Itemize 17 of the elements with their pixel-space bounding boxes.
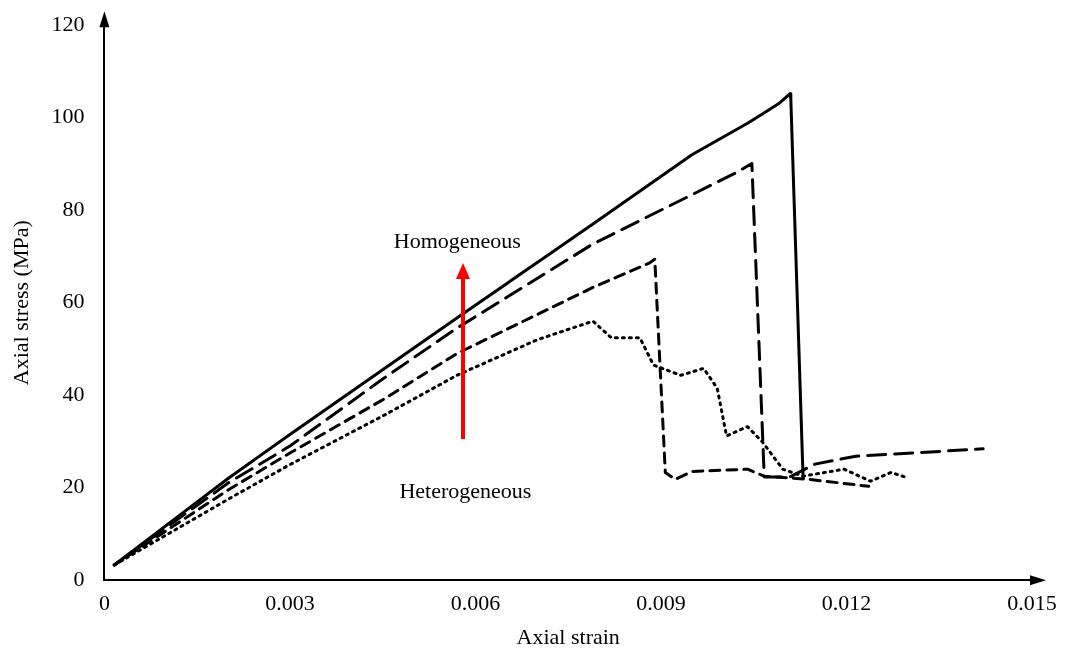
y-tick-label: 100	[51, 103, 85, 129]
annotation: Heterogeneous	[399, 477, 532, 504]
y-tick-label: 0	[73, 565, 85, 591]
x-tick-label: 0.003	[265, 590, 315, 616]
x-axis-title: Axial strain	[516, 623, 620, 649]
annotation: Homogeneous	[393, 227, 521, 254]
y-axis-title: Axial stress (MPa)	[7, 220, 33, 386]
y-tick-label: 120	[51, 10, 85, 36]
x-tick-label: 0.006	[450, 590, 501, 616]
y-tick-label: 80	[62, 195, 85, 221]
x-tick-label: 0.015	[1007, 590, 1057, 616]
x-tick-label: 0.012	[821, 590, 872, 616]
y-tick-label: 40	[62, 380, 85, 406]
x-tick-label: 0	[98, 590, 110, 616]
y-tick-label: 60	[62, 288, 85, 314]
y-tick-label: 20	[62, 473, 85, 499]
x-tick-label: 0.009	[636, 590, 686, 616]
